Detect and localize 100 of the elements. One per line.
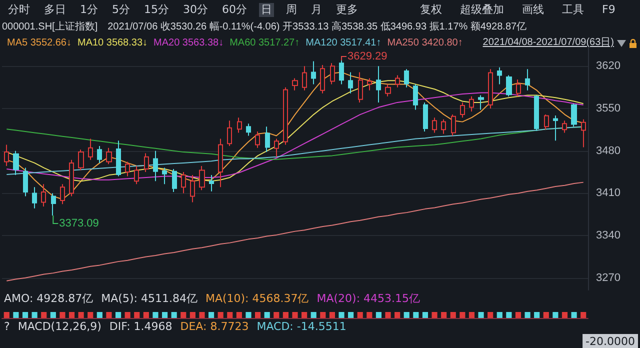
annotation: 3517.27↑	[258, 38, 300, 48]
text: DEA: 8.7723	[180, 320, 249, 333]
text: 5分	[110, 3, 131, 17]
text: MA5	[7, 38, 30, 48]
candlestick	[227, 120, 232, 147]
candlestick	[218, 138, 223, 188]
text: MA10	[77, 38, 106, 48]
candlestick	[441, 118, 446, 134]
candlestick	[497, 66, 502, 85]
candlestick	[246, 123, 251, 136]
candlestick	[385, 84, 391, 97]
candlestick	[553, 115, 558, 142]
annotation: 3420.80↑	[422, 38, 463, 48]
text: 月	[310, 3, 323, 17]
candlestick	[255, 130, 260, 148]
text: ?	[4, 320, 10, 333]
candlestick	[581, 118, 586, 148]
annotation: 3552.66↓	[30, 38, 72, 48]
candlestick	[311, 60, 316, 85]
annotation: 3629.29	[348, 50, 388, 63]
candlestick	[181, 172, 186, 194]
candlestick	[116, 140, 121, 177]
text: MA60	[230, 38, 258, 48]
candlestick	[41, 184, 46, 208]
candlestick	[88, 138, 93, 160]
candlestick	[60, 184, 65, 205]
candlestick	[516, 78, 521, 97]
candlestick	[404, 68, 409, 88]
text: 15分	[142, 3, 170, 17]
candlestick	[358, 72, 363, 103]
chart-subtitle: 2021/07/06 收3530.26 幅-0.11%(-4.06) 开3533.13 高3538.35 低3496.93 振1.17% 额4928.87亿	[108, 20, 527, 32]
candlestick	[423, 102, 428, 132]
candlestick	[274, 138, 279, 158]
text: MA(10): 4568.37亿	[205, 292, 309, 305]
text: DIF: 1.4968	[109, 320, 172, 333]
text: 画线	[521, 3, 545, 17]
candlestick	[367, 78, 372, 91]
candlestick	[97, 146, 102, 164]
y-tick-label: 3550	[596, 102, 620, 114]
annotation: 3517.41↑	[340, 38, 382, 48]
candlestick	[69, 159, 74, 197]
line-series	[6, 182, 584, 282]
candlestick	[4, 144, 9, 166]
candlestick	[562, 120, 567, 134]
candlestick	[162, 167, 167, 185]
candlestick	[571, 103, 577, 128]
y-tick-label: 3270	[596, 272, 620, 284]
line-series	[6, 126, 584, 160]
text: 复权	[419, 3, 443, 17]
candlestick	[283, 86, 288, 146]
candlestick	[78, 149, 84, 171]
candlestick	[302, 66, 307, 91]
candlestick	[190, 174, 195, 203]
candlestick	[172, 168, 177, 192]
candlestick	[134, 165, 139, 185]
candlestick	[339, 60, 344, 85]
candlestick	[395, 74, 400, 88]
text: 周	[284, 3, 298, 17]
text: 分时	[7, 3, 31, 17]
text: MA(5): 4511.84亿	[101, 292, 198, 305]
candlestick	[469, 96, 474, 112]
candlestick	[432, 117, 437, 134]
candlestick	[460, 102, 465, 118]
candlestick	[13, 150, 19, 176]
candlestick	[23, 167, 28, 197]
text: 60分	[220, 3, 248, 17]
text: 1分	[79, 3, 99, 17]
text: 工具	[561, 3, 585, 17]
chart-title: 000001.SH[上证指数]	[2, 20, 98, 32]
text: MACD(12,26,9)	[18, 320, 102, 333]
text: MA250	[387, 38, 422, 48]
text: AMO: 4928.87亿	[4, 292, 94, 305]
line-series	[6, 126, 584, 175]
candlestick	[292, 78, 298, 91]
y-tick-label: 3340	[596, 230, 620, 242]
annotation: 3568.33↓	[106, 38, 148, 48]
text: 超级叠加	[459, 3, 505, 17]
y-tick-label: 3410	[596, 187, 620, 200]
candlestick	[544, 114, 549, 130]
candlestick	[376, 66, 381, 103]
candlestick	[534, 94, 539, 132]
text: MA(20): 4453.15亿	[316, 292, 420, 305]
text: F9	[601, 3, 616, 17]
candlestick	[237, 117, 242, 134]
candlestick	[348, 72, 353, 94]
candlestick	[209, 174, 214, 192]
text: 30分	[182, 3, 209, 17]
candlestick	[144, 152, 149, 173]
candlestick	[153, 150, 158, 182]
candlestick	[478, 94, 484, 110]
candlestick	[506, 74, 512, 97]
candlestick	[199, 165, 205, 191]
candlestick	[413, 84, 418, 110]
text: 更多	[334, 3, 359, 17]
annotation: 3373.09	[59, 218, 99, 230]
text: -20.0000	[586, 335, 636, 348]
candlestick	[265, 126, 270, 153]
y-tick-label: 3480	[596, 144, 620, 157]
candlestick	[125, 161, 130, 177]
candlestick	[488, 68, 493, 109]
